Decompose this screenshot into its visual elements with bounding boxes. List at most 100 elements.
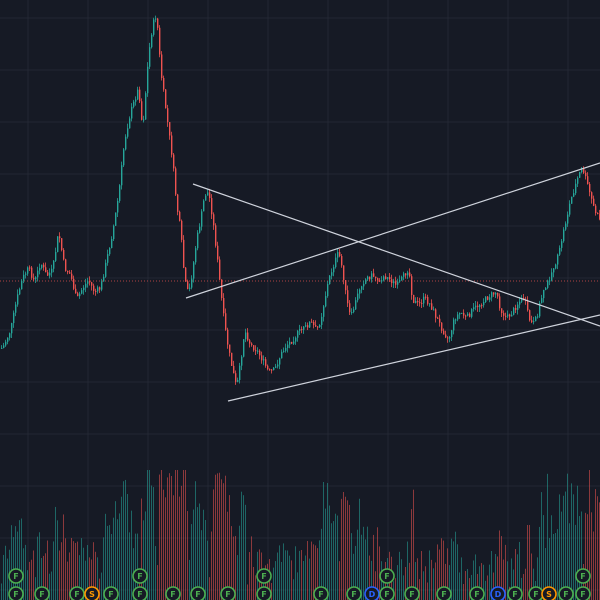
volume-bar: [59, 550, 60, 600]
event-marker-f[interactable]: F: [507, 586, 523, 600]
marker-label: F: [74, 590, 79, 599]
candle-body: [299, 329, 301, 331]
event-marker-f[interactable]: F: [558, 586, 574, 600]
volume-bar: [19, 520, 20, 600]
event-marker-f[interactable]: F: [575, 568, 591, 584]
event-marker-f[interactable]: F: [346, 586, 362, 600]
trendline-ascending-support[interactable]: [227, 314, 600, 402]
event-marker-f[interactable]: F: [256, 568, 272, 584]
candle-body: [111, 239, 113, 248]
candle-body: [53, 260, 55, 269]
volume-bar: [341, 498, 342, 600]
marker-circle: [84, 586, 100, 600]
event-marker-f[interactable]: F: [103, 586, 119, 600]
volume-bar: [499, 530, 500, 600]
event-marker-f[interactable]: F: [165, 586, 181, 600]
volume-bar: [249, 552, 250, 600]
event-marker-f[interactable]: F: [220, 586, 236, 600]
candle-body: [241, 356, 243, 366]
candle-body: [69, 272, 71, 274]
volume-bar: [545, 548, 546, 600]
event-marker-f[interactable]: F: [404, 586, 420, 600]
candle-body: [357, 293, 359, 301]
event-markers[interactable]: FF F F S FFF F F FFF F F DFF F F F D F F S FFF: [8, 568, 591, 600]
candle-body: [261, 355, 263, 361]
volume-bar: [435, 562, 436, 600]
volume-bar: [67, 561, 68, 600]
drawn-trendlines[interactable]: [185, 162, 600, 402]
volume-bar: [87, 545, 88, 600]
candle-body: [131, 106, 133, 119]
marker-circle: [220, 586, 236, 600]
marker-circle: [256, 586, 272, 600]
candle-body: [597, 213, 599, 215]
marker-label: F: [13, 590, 18, 599]
candle-body: [239, 365, 241, 381]
event-marker-d[interactable]: D: [490, 586, 506, 600]
event-marker-f[interactable]: F: [469, 586, 485, 600]
event-marker-f[interactable]: F: [528, 586, 544, 600]
volume-bar: [95, 551, 96, 600]
marker-label: F: [533, 590, 538, 599]
event-marker-f[interactable]: F: [69, 586, 85, 600]
volume-bar: [561, 511, 562, 600]
volume-bar: [15, 526, 16, 600]
candle-body: [439, 318, 441, 323]
volume-bar: [403, 575, 404, 600]
marker-circle: [490, 586, 506, 600]
volume-bar: [173, 495, 174, 600]
candle-body: [595, 205, 597, 214]
trendline-descending-resistance[interactable]: [192, 183, 600, 327]
candle-body: [427, 297, 429, 304]
event-marker-f[interactable]: F: [132, 568, 148, 584]
candle-body: [313, 321, 315, 326]
candle-body: [243, 339, 245, 357]
marker-circle: [404, 586, 420, 600]
event-marker-f[interactable]: F: [190, 586, 206, 600]
candle-body: [23, 274, 25, 281]
event-marker-f[interactable]: F: [256, 586, 272, 600]
volume-bar: [83, 547, 84, 600]
event-marker-f[interactable]: F: [34, 586, 50, 600]
event-marker-s[interactable]: S: [84, 586, 100, 600]
candle-body: [291, 341, 293, 344]
candle-body: [45, 267, 47, 273]
event-marker-f[interactable]: F: [132, 586, 148, 600]
volume-bar: [327, 483, 328, 600]
event-marker-f[interactable]: F: [8, 586, 24, 600]
volume-bar: [493, 572, 494, 600]
volume-bar: [333, 521, 334, 600]
volume-bar: [99, 578, 100, 600]
event-marker-f[interactable]: F: [379, 586, 395, 600]
volume-bar: [465, 571, 466, 600]
event-marker-d[interactable]: D: [364, 586, 380, 600]
event-marker-f[interactable]: F: [8, 568, 24, 584]
marker-circle: [469, 586, 485, 600]
volume-bar: [563, 495, 564, 600]
event-marker-f[interactable]: F: [379, 568, 395, 584]
candle-body: [51, 268, 53, 273]
volume-bar: [25, 544, 26, 600]
event-marker-f[interactable]: F: [436, 586, 452, 600]
volume-bar: [553, 533, 554, 600]
trendline-ascending-channel-top[interactable]: [185, 162, 600, 299]
volume-bar: [103, 537, 104, 600]
candle-body: [539, 302, 541, 317]
candle-body: [81, 290, 83, 294]
event-marker-s[interactable]: S: [541, 586, 557, 600]
candle-body: [395, 281, 397, 285]
candle-body: [127, 128, 129, 137]
candle-body: [215, 225, 217, 246]
event-marker-f[interactable]: F: [313, 586, 329, 600]
volume-bar: [331, 523, 332, 600]
candle-body: [403, 273, 405, 277]
volume-bar: [441, 538, 442, 600]
volume-bar: [177, 470, 178, 600]
volume-bar: [197, 507, 198, 600]
candle-body: [503, 313, 505, 316]
volume-bar: [343, 491, 344, 600]
volume-bar: [225, 475, 226, 600]
candle-body: [585, 172, 587, 177]
event-marker-f[interactable]: F: [575, 586, 591, 600]
